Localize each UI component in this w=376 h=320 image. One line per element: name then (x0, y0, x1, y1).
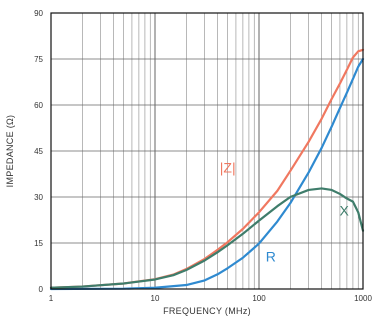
y-tick-label: 45 (34, 147, 43, 156)
y-tick-label: 30 (34, 193, 43, 202)
series-lines (49, 48, 365, 291)
series-label-z: |Z| (220, 159, 236, 175)
y-tick-label: 90 (34, 9, 43, 18)
series-label-x: X (340, 202, 350, 218)
series-line-r (49, 57, 365, 291)
y-tick-label: 60 (34, 101, 43, 110)
series-labels: |Z| R X (220, 159, 350, 264)
y-tick-label: 15 (34, 239, 43, 248)
y-axis-label: IMPEDANCE (Ω) (5, 115, 15, 188)
x-axis-label: FREQUENCY (MHz) (163, 306, 251, 316)
tick-labels: 1 10 100 1000 0 15 30 45 60 75 90 (34, 9, 372, 303)
grid (51, 13, 363, 289)
x-tick-label: 1000 (354, 294, 372, 303)
plot-frame (50, 12, 364, 290)
x-tick-label: 10 (151, 294, 160, 303)
series-line-z (49, 48, 365, 289)
y-tick-label: 75 (34, 55, 43, 64)
series-label-r: R (266, 248, 276, 264)
x-tick-label: 100 (252, 294, 266, 303)
y-tick-label: 0 (39, 285, 44, 294)
series-line-x (49, 187, 365, 289)
x-tick-label: 1 (49, 294, 54, 303)
